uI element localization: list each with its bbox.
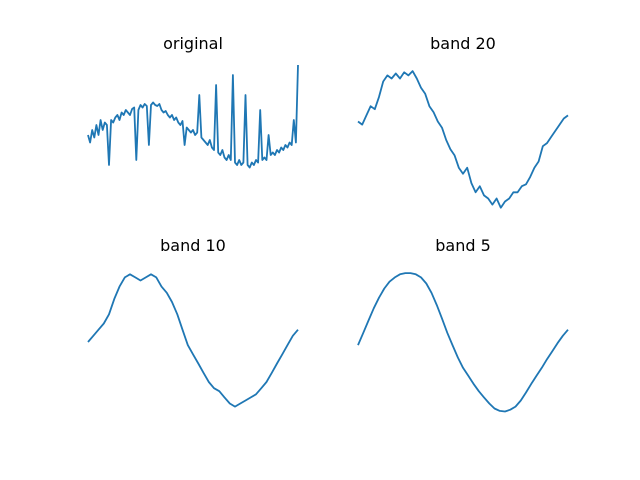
series-line-band-20 (357, 70, 569, 209)
subplot-band-10: band 10 (87, 236, 299, 408)
subplot-title-original: original (163, 34, 223, 53)
series-line-original (87, 64, 299, 169)
subplot-title-band-10: band 10 (160, 236, 226, 255)
subplot-original: original (87, 34, 299, 169)
series-line-band-10 (87, 273, 299, 408)
subplot-band-20: band 20 (357, 34, 569, 209)
series-line-band-5 (357, 272, 569, 413)
subplot-band-5: band 5 (357, 236, 569, 413)
subplot-title-band-5: band 5 (435, 236, 491, 255)
subplot-title-band-20: band 20 (430, 34, 496, 53)
